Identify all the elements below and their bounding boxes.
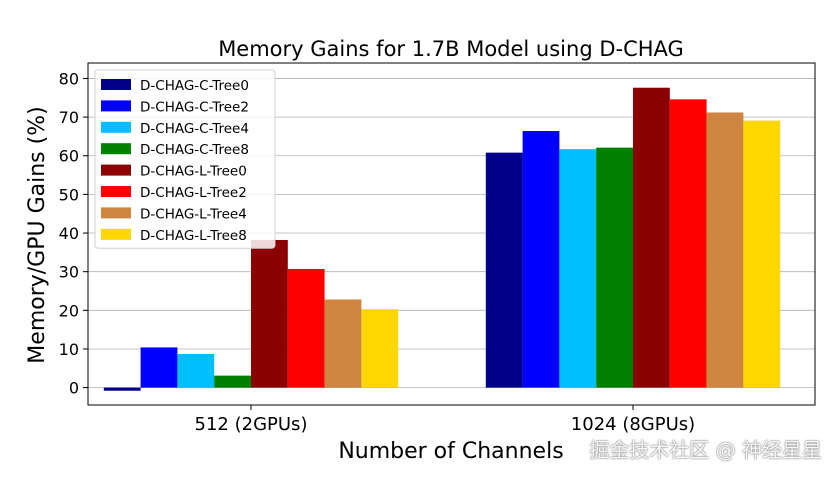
- bar-d-chag-c-tree4-1: [177, 353, 215, 388]
- legend-swatch: [101, 207, 131, 219]
- bar-d-chag-c-tree8-2: [596, 147, 633, 388]
- bar-d-chag-c-tree0-2: [485, 152, 523, 388]
- legend-label: D-CHAG-C-Tree8: [140, 142, 249, 158]
- bar-d-chag-c-tree2-2: [522, 131, 560, 388]
- bar-d-chag-l-tree4-1: [324, 299, 362, 388]
- bars-layer: [103, 87, 781, 391]
- y-tick-label: 50: [59, 185, 79, 204]
- bar-d-chag-c-tree4-2: [559, 149, 597, 388]
- legend-swatch: [101, 186, 131, 197]
- legend-label: D-CHAG-L-Tree0: [140, 164, 247, 180]
- legend-label: D-CHAG-L-Tree2: [140, 185, 247, 201]
- y-axis-label: Memory/GPU Gains (%): [25, 106, 50, 363]
- y-tick-label: 30: [59, 263, 79, 282]
- x-axis-label: Number of Channels: [338, 439, 563, 464]
- watermark: 掘金技术社区 @ 神经星星: [589, 438, 822, 462]
- legend-label: D-CHAG-C-Tree0: [140, 78, 249, 94]
- y-tick-label: 10: [59, 340, 79, 359]
- legend-label: D-CHAG-C-Tree2: [140, 99, 249, 115]
- legend-label: D-CHAG-L-Tree4: [140, 206, 247, 222]
- legend-swatch: [101, 164, 131, 176]
- legend-swatch: [101, 100, 131, 112]
- ticks-layer: 0 10 20 30 40 50 60 70 80 512 (2GPUs) 1024 (8GPUs): [59, 69, 696, 435]
- legend-swatch: [101, 143, 131, 155]
- y-tick-label: 60: [59, 147, 79, 166]
- bar-d-chag-c-tree0-1: [103, 387, 141, 391]
- bar-d-chag-l-tree0-1: [251, 239, 288, 388]
- chart-title: Memory Gains for 1.7B Model using D-CHAG: [218, 37, 684, 61]
- y-tick-label: 0: [69, 379, 79, 398]
- y-tick-label: 70: [59, 108, 79, 127]
- legend: D-CHAG-C-Tree0 D-CHAG-C-Tree2 D-CHAG-C-Tre…: [94, 69, 276, 249]
- bar-d-chag-c-tree8-1: [214, 375, 251, 388]
- bar-d-chag-c-tree2-1: [140, 347, 178, 388]
- bar-d-chag-l-tree4-2: [706, 112, 744, 388]
- bar-d-chag-l-tree2-1: [287, 268, 325, 388]
- bar-d-chag-l-tree8-2: [743, 120, 781, 388]
- x-tick-label: 1024 (8GPUs): [571, 414, 695, 435]
- bar-d-chag-l-tree8-1: [361, 309, 399, 388]
- bar-d-chag-l-tree2-2: [669, 99, 707, 388]
- legend-label: D-CHAG-C-Tree4: [140, 121, 249, 137]
- y-tick-label: 20: [59, 301, 79, 320]
- legend-label: D-CHAG-L-Tree8: [140, 228, 247, 244]
- plot-frame: [87, 62, 816, 406]
- y-tick-label: 40: [59, 224, 79, 243]
- legend-swatch: [101, 79, 131, 90]
- legend-box: [94, 69, 276, 249]
- legend-swatch: [101, 228, 131, 240]
- bar-d-chag-l-tree0-2: [633, 87, 670, 388]
- legend-swatch: [101, 121, 131, 133]
- y-tick-label: 80: [59, 69, 79, 88]
- x-tick-label: 512 (2GPUs): [195, 414, 308, 435]
